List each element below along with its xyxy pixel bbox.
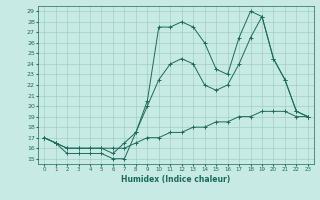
X-axis label: Humidex (Indice chaleur): Humidex (Indice chaleur) [121,175,231,184]
